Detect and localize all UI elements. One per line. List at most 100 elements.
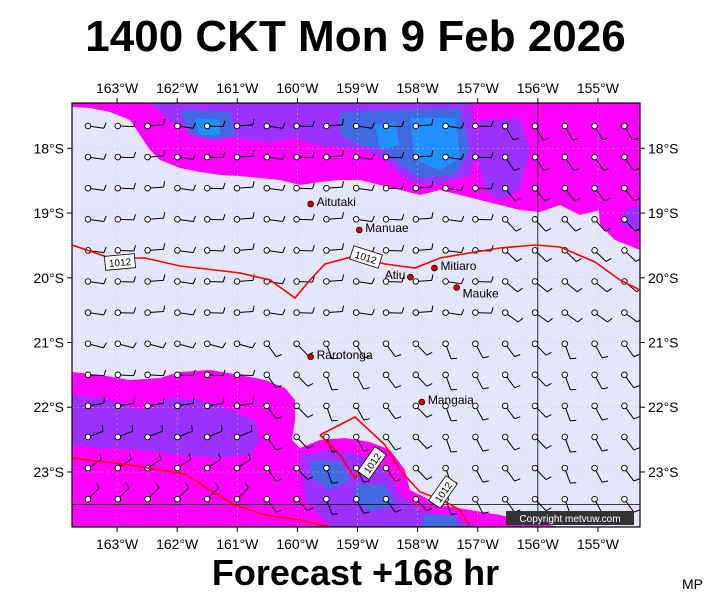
wind-barb	[382, 182, 405, 192]
isobar-labels: 1012 1012 1012 1012	[104, 245, 458, 509]
wind-barb	[323, 243, 344, 254]
wind-barb	[412, 495, 433, 512]
wind-barb	[382, 371, 402, 389]
wind-barb	[114, 307, 137, 316]
wind-barb	[263, 309, 286, 316]
wind-barb	[144, 425, 164, 441]
wind-barb	[531, 216, 552, 232]
wind-barb	[352, 309, 375, 316]
wind-barb	[114, 425, 134, 441]
wind-barb	[144, 118, 166, 130]
wind-barb	[293, 213, 315, 223]
lat-label-right: 22°S	[648, 399, 679, 415]
wind-barb	[233, 118, 255, 130]
forecast-label: Forecast +168 hr	[211, 552, 500, 593]
wind-barb	[352, 402, 370, 421]
wind-barb	[114, 397, 135, 410]
wind-barb	[323, 149, 344, 161]
wind-barb	[144, 181, 166, 192]
wind-barb	[621, 433, 640, 451]
wind-barb	[323, 371, 338, 391]
lon-label-top: 163°W	[96, 80, 139, 96]
wind-barb	[382, 495, 402, 513]
wind-barb	[621, 371, 640, 389]
wind-barb	[203, 307, 226, 316]
wind-barb	[561, 433, 577, 453]
wind-barb	[203, 453, 222, 472]
wind-barb	[293, 120, 315, 130]
wind-barb	[323, 464, 338, 484]
wind-barb	[233, 305, 255, 316]
wind-barb	[621, 122, 639, 141]
wind-barb	[323, 274, 344, 285]
wind-barb	[233, 482, 249, 503]
wind-barb	[472, 151, 494, 161]
wind-barb	[352, 278, 375, 285]
wind-barb	[621, 402, 640, 420]
wind-barb	[531, 433, 552, 449]
wind-barb	[114, 453, 132, 472]
wind-barb	[114, 120, 137, 130]
wind-barb	[203, 151, 226, 161]
lon-label-bottom: 162°W	[156, 536, 199, 552]
lon-label-top: 155°W	[577, 80, 620, 96]
wind-barb	[293, 433, 314, 449]
map-title: 1400 CKT Mon 9 Feb 2026	[85, 12, 626, 61]
wind-barb	[531, 464, 552, 481]
lat-label-right: 21°S	[648, 335, 679, 351]
wind-barb	[84, 482, 100, 503]
wind-barb	[621, 247, 640, 262]
wind-barb	[621, 184, 640, 202]
place-label: Mitiaro	[440, 259, 476, 273]
wind-barb	[293, 182, 315, 192]
wind-barb	[472, 307, 494, 316]
lon-label-top: 161°W	[216, 80, 259, 96]
wind-barb	[352, 340, 370, 359]
wind-barb	[412, 464, 433, 481]
wind-barb	[501, 433, 521, 451]
wind-barb	[233, 149, 255, 161]
wind-barb	[442, 215, 465, 223]
wind-barb	[382, 213, 405, 223]
place-label: Mangaia	[428, 393, 474, 407]
wind-barb	[114, 213, 137, 223]
wind-barb	[233, 340, 256, 349]
wind-barb	[84, 309, 107, 316]
wind-barb	[203, 276, 226, 285]
wind-barb	[591, 371, 609, 390]
lat-label-left: 20°S	[33, 270, 64, 286]
place-dot	[307, 200, 314, 208]
wind-barb	[233, 212, 255, 223]
wind-barb	[561, 309, 583, 323]
wind-barb	[561, 184, 581, 202]
wind-barb	[501, 278, 523, 293]
wind-barb	[174, 309, 197, 316]
wind-barb	[352, 464, 370, 483]
place-rarotonga: Rarotonga	[307, 348, 373, 362]
place-atiu: Atiu	[385, 268, 414, 282]
lat-label-right: 19°S	[648, 205, 679, 221]
wind-barb	[263, 215, 286, 223]
svg-text:1012: 1012	[109, 257, 133, 270]
wind-barb	[561, 371, 577, 391]
wind-barb	[531, 402, 552, 418]
wind-barb	[591, 184, 611, 202]
wind-barb	[114, 151, 137, 161]
lon-label-bottom: 155°W	[577, 536, 620, 552]
wind-barb	[174, 425, 193, 441]
place-dot	[307, 353, 314, 361]
wind-barb	[203, 425, 223, 441]
wind-barb	[591, 402, 609, 421]
wind-barb	[114, 369, 137, 379]
wind-barb	[293, 495, 314, 512]
wind-barb	[382, 245, 405, 254]
wind-barb	[84, 425, 104, 441]
wind-barb	[174, 278, 197, 285]
wind-barb	[233, 243, 255, 254]
place-mitiaro: Mitiaro	[431, 259, 477, 273]
wind-barb	[382, 276, 405, 285]
wind-barb	[144, 369, 166, 379]
wind-barb	[591, 278, 613, 293]
wind-barb	[174, 482, 190, 503]
